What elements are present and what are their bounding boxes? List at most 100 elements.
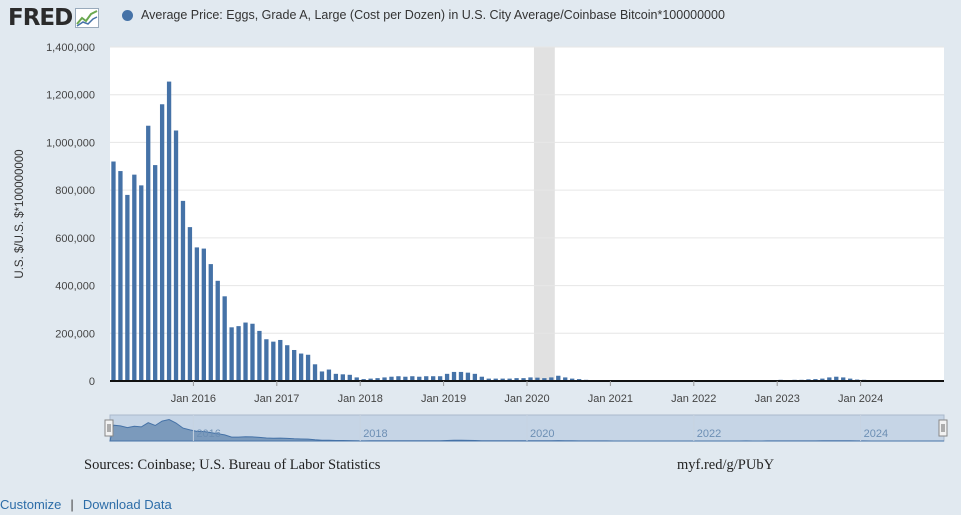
bar[interactable] <box>820 378 825 381</box>
bar[interactable] <box>153 165 158 381</box>
bar[interactable] <box>403 376 408 381</box>
bar[interactable] <box>305 354 311 381</box>
bar[interactable] <box>493 378 498 381</box>
bar[interactable] <box>173 130 179 382</box>
navigator-label: 2016 <box>196 428 220 440</box>
x-tick-label: Jan 2020 <box>504 393 549 405</box>
chart: 0 200,000 400,000 600,000 800,000 1,000,000 1,… <box>46 42 948 442</box>
customize-link[interactable]: Customize <box>0 497 62 512</box>
bar[interactable] <box>431 376 436 381</box>
bar[interactable] <box>319 371 325 381</box>
bar[interactable] <box>368 378 373 381</box>
bar[interactable] <box>111 161 116 381</box>
bar[interactable] <box>340 374 345 381</box>
short-link[interactable]: myf.red/g/PUbY <box>677 457 775 473</box>
bar[interactable] <box>264 339 269 381</box>
bar[interactable] <box>848 378 853 381</box>
bar[interactable] <box>250 323 255 381</box>
bar[interactable] <box>458 371 464 381</box>
bar[interactable] <box>285 345 290 381</box>
bar[interactable] <box>417 376 422 381</box>
bar[interactable] <box>535 377 540 381</box>
legend-label: Average Price: Eggs, Grade A, Large (Cos… <box>141 8 725 22</box>
bar[interactable] <box>827 377 832 381</box>
y-tick-label: 600,000 <box>55 233 95 245</box>
bar[interactable] <box>437 376 443 381</box>
bar[interactable] <box>841 377 846 381</box>
bar[interactable] <box>180 200 186 381</box>
bar[interactable] <box>257 330 262 381</box>
bar[interactable] <box>563 377 568 381</box>
bar[interactable] <box>139 185 144 381</box>
x-tick-label: Jan 2024 <box>838 393 883 405</box>
bar[interactable] <box>410 376 415 381</box>
x-tick-label: Jan 2023 <box>755 393 800 405</box>
bar[interactable] <box>507 378 512 381</box>
bar[interactable] <box>333 373 339 381</box>
bar[interactable] <box>118 171 123 381</box>
bar[interactable] <box>354 377 359 381</box>
bar[interactable] <box>424 376 429 381</box>
navigator-labels: 2016 2018 2020 2022 2024 <box>192 415 888 441</box>
bar[interactable] <box>166 81 172 381</box>
navigator-label: 2022 <box>697 428 721 440</box>
bar[interactable] <box>479 376 484 381</box>
bar[interactable] <box>465 372 471 381</box>
bar[interactable] <box>472 373 478 381</box>
y-tick-label: 1,200,000 <box>46 90 95 102</box>
bar[interactable] <box>229 327 234 381</box>
bar[interactable] <box>500 378 505 381</box>
bar[interactable] <box>521 378 526 381</box>
y-tick-labels: 0 200,000 400,000 600,000 800,000 1,000,000 1,… <box>46 42 95 388</box>
link-separator: | <box>70 497 74 512</box>
bar[interactable] <box>514 378 519 381</box>
bar[interactable] <box>486 378 491 381</box>
bar[interactable] <box>347 374 352 381</box>
bar[interactable] <box>451 371 457 381</box>
bar[interactable] <box>222 296 227 381</box>
bar[interactable] <box>396 376 401 381</box>
navigator-label: 2018 <box>363 428 387 440</box>
y-tick-label: 200,000 <box>55 328 95 340</box>
bar-layer <box>111 81 943 382</box>
legend-marker <box>122 9 133 21</box>
bar[interactable] <box>389 376 394 381</box>
bar[interactable] <box>298 353 304 381</box>
download-data-link[interactable]: Download Data <box>82 497 172 512</box>
x-tick-label: Jan 2019 <box>421 393 466 405</box>
bar[interactable] <box>278 339 283 381</box>
bar[interactable] <box>201 248 206 381</box>
bar[interactable] <box>132 174 137 381</box>
bar[interactable] <box>146 125 151 381</box>
header: FRED Average Price: Eggs, Grade A, Large… <box>0 0 961 38</box>
bar[interactable] <box>236 326 241 381</box>
bar[interactable] <box>292 349 297 381</box>
fred-logo[interactable]: FRED <box>8 5 100 31</box>
bar[interactable] <box>444 373 450 381</box>
bar[interactable] <box>382 377 387 381</box>
bar[interactable] <box>215 280 220 381</box>
bar[interactable] <box>556 375 561 381</box>
bar[interactable] <box>375 378 380 381</box>
bar[interactable] <box>187 227 193 381</box>
bar[interactable] <box>208 264 213 381</box>
bar[interactable] <box>570 378 575 381</box>
bar[interactable] <box>125 194 130 381</box>
range-navigator[interactable]: 2016 2018 2020 2022 2024 <box>104 414 948 442</box>
navigator-label: 2024 <box>864 428 888 440</box>
bar[interactable] <box>271 341 276 381</box>
bar[interactable] <box>194 247 200 381</box>
navigator-right-handle[interactable] <box>938 419 948 437</box>
x-tick-label: Jan 2021 <box>588 393 633 405</box>
navigator-left-handle[interactable] <box>104 419 114 437</box>
y-tick-label: 1,000,000 <box>46 137 95 149</box>
bar[interactable] <box>326 369 332 381</box>
bar[interactable] <box>528 377 533 381</box>
bar[interactable] <box>159 104 165 381</box>
bar[interactable] <box>542 378 547 381</box>
x-tick-label: Jan 2018 <box>338 393 383 405</box>
bar[interactable] <box>834 376 839 381</box>
bar[interactable] <box>243 322 248 381</box>
bar[interactable] <box>549 377 554 381</box>
bar[interactable] <box>312 364 318 381</box>
